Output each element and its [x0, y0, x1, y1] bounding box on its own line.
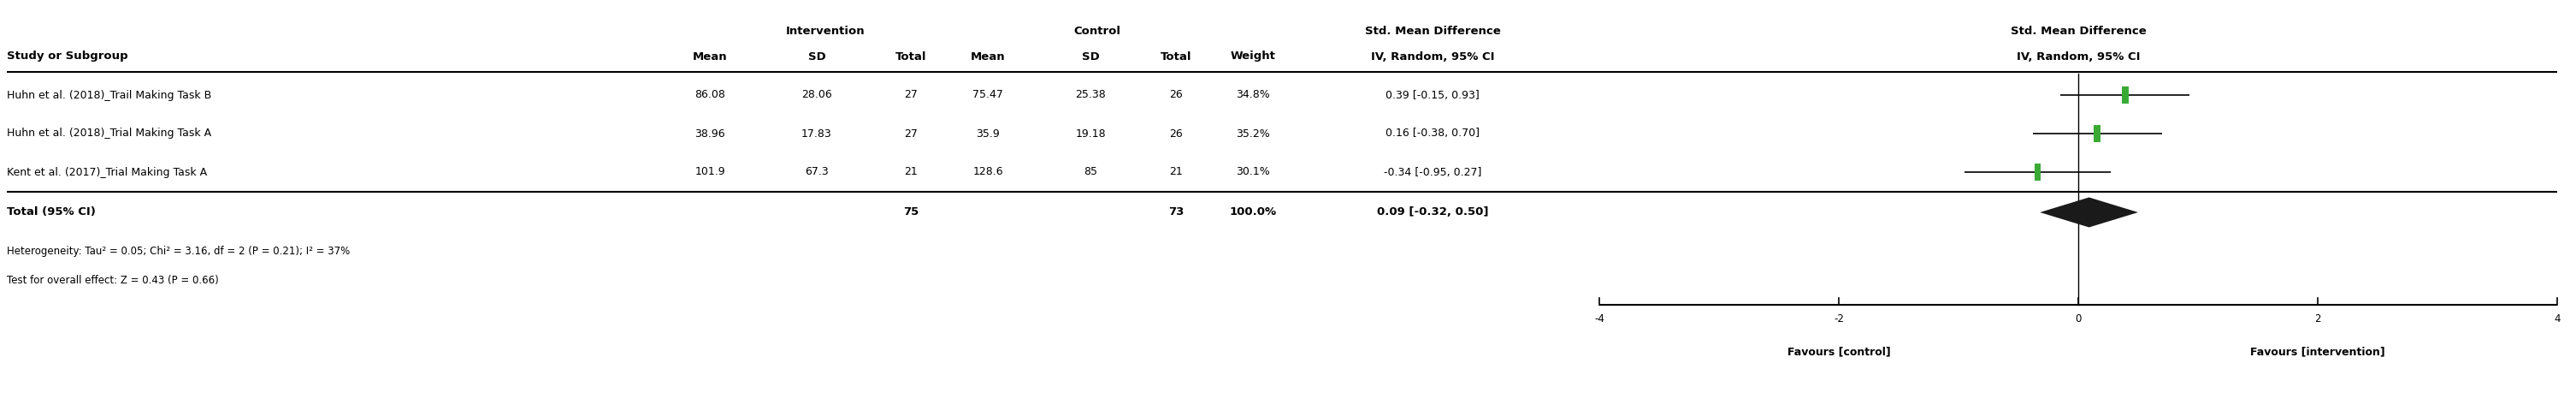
- Text: Study or Subgroup: Study or Subgroup: [8, 51, 129, 62]
- Text: 26: 26: [1170, 128, 1182, 139]
- Text: 26: 26: [1170, 89, 1182, 101]
- Text: Control: Control: [1074, 25, 1121, 36]
- Text: Std. Mean Difference: Std. Mean Difference: [2009, 25, 2146, 36]
- Polygon shape: [2040, 198, 2138, 227]
- Text: Total: Total: [896, 51, 927, 62]
- Text: 128.6: 128.6: [974, 166, 1002, 178]
- Text: 75: 75: [904, 207, 920, 218]
- Text: Test for overall effect: Z = 0.43 (P = 0.66): Test for overall effect: Z = 0.43 (P = 0…: [8, 275, 219, 286]
- Text: 85: 85: [1084, 166, 1097, 178]
- Text: 2: 2: [2313, 313, 2321, 324]
- Text: 86.08: 86.08: [696, 89, 726, 101]
- Text: 19.18: 19.18: [1074, 128, 1105, 139]
- Text: -2: -2: [1834, 313, 1844, 324]
- Text: 21: 21: [1170, 166, 1182, 178]
- Bar: [2123, 86, 2128, 104]
- Text: 0.16 [-0.38, 0.70]: 0.16 [-0.38, 0.70]: [1386, 128, 1479, 139]
- Text: SD: SD: [1082, 51, 1100, 62]
- Text: Favours [control]: Favours [control]: [1788, 346, 1891, 357]
- Text: Intervention: Intervention: [786, 25, 866, 36]
- Text: -4: -4: [1595, 313, 1605, 324]
- Text: 73: 73: [1167, 207, 1185, 218]
- Text: Total (95% CI): Total (95% CI): [8, 207, 95, 218]
- Text: 0.39 [-0.15, 0.93]: 0.39 [-0.15, 0.93]: [1386, 89, 1479, 101]
- Text: 35.9: 35.9: [976, 128, 999, 139]
- Text: 0: 0: [2076, 313, 2081, 324]
- Text: IV, Random, 95% CI: IV, Random, 95% CI: [1370, 51, 1494, 62]
- Text: Mean: Mean: [971, 51, 1005, 62]
- Text: 27: 27: [904, 89, 917, 101]
- Text: Kent et al. (2017)_Trial Making Task A: Kent et al. (2017)_Trial Making Task A: [8, 166, 206, 178]
- Text: 17.83: 17.83: [801, 128, 832, 139]
- Text: 28.06: 28.06: [801, 89, 832, 101]
- Text: 67.3: 67.3: [804, 166, 829, 178]
- Text: 34.8%: 34.8%: [1236, 89, 1270, 101]
- Text: Heterogeneity: Tau² = 0.05; Chi² = 3.16, df = 2 (P = 0.21); I² = 37%: Heterogeneity: Tau² = 0.05; Chi² = 3.16,…: [8, 246, 350, 257]
- Text: 27: 27: [904, 128, 917, 139]
- Bar: [2094, 125, 2102, 142]
- Text: 25.38: 25.38: [1074, 89, 1105, 101]
- Text: Huhn et al. (2018)_Trial Making Task A: Huhn et al. (2018)_Trial Making Task A: [8, 128, 211, 139]
- Text: 35.2%: 35.2%: [1236, 128, 1270, 139]
- Text: IV, Random, 95% CI: IV, Random, 95% CI: [2017, 51, 2141, 62]
- Text: -0.34 [-0.95, 0.27]: -0.34 [-0.95, 0.27]: [1383, 166, 1481, 178]
- Text: Total: Total: [1159, 51, 1193, 62]
- Text: 101.9: 101.9: [696, 166, 724, 178]
- Text: Huhn et al. (2018)_Trail Making Task B: Huhn et al. (2018)_Trail Making Task B: [8, 89, 211, 101]
- Text: 21: 21: [904, 166, 917, 178]
- Bar: [2035, 164, 2040, 180]
- Text: SD: SD: [809, 51, 827, 62]
- Text: 30.1%: 30.1%: [1236, 166, 1270, 178]
- Text: 0.09 [-0.32, 0.50]: 0.09 [-0.32, 0.50]: [1376, 207, 1489, 218]
- Text: Mean: Mean: [693, 51, 726, 62]
- Text: 100.0%: 100.0%: [1229, 207, 1278, 218]
- Text: Weight: Weight: [1231, 51, 1275, 62]
- Text: 75.47: 75.47: [974, 89, 1002, 101]
- Text: Favours [intervention]: Favours [intervention]: [2251, 346, 2385, 357]
- Text: Std. Mean Difference: Std. Mean Difference: [1365, 25, 1499, 36]
- Text: 38.96: 38.96: [696, 128, 724, 139]
- Text: 4: 4: [2553, 313, 2561, 324]
